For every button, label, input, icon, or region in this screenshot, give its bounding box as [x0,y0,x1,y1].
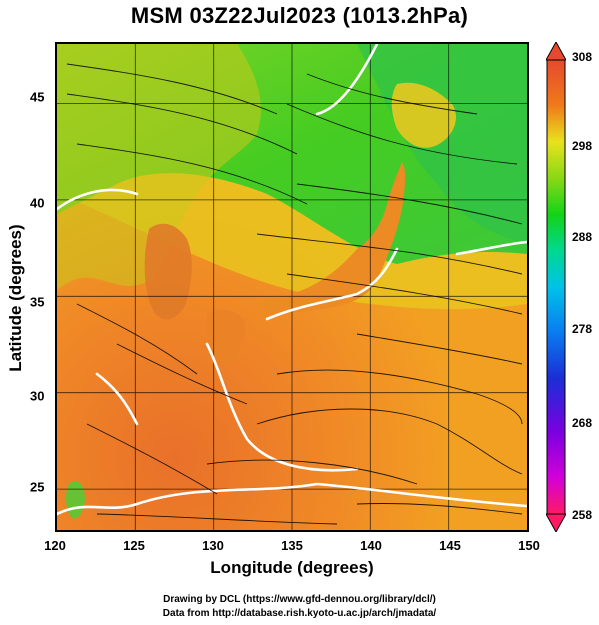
colorbar-scale [546,59,566,515]
x-tick-125: 125 [123,538,145,553]
credit-drawing: Drawing by DCL (https://www.gfd-dennou.o… [163,594,436,605]
colorbar-label-258: 258 [572,508,593,522]
x-axis-label: Longitude (degrees) [210,558,374,577]
grid-lines [57,44,527,530]
hokkaido-island [391,82,456,148]
x-tick-130: 130 [202,538,224,553]
colorbar-label-268: 268 [572,416,593,430]
colorbar-min-arrow [546,513,566,532]
colorbar-label-298: 298 [572,139,593,153]
colorbar-label-308: 308 [572,50,593,64]
y-axis-label: Latitude (degrees) [6,224,25,372]
colorbar-label-278: 278 [572,322,593,336]
x-tick-135: 135 [281,538,303,553]
wind-streamlines [66,63,523,525]
y-tick-30: 30 [30,388,45,404]
y-tick-40: 40 [30,195,45,211]
honshu-island [256,162,406,316]
credit-data: Data from http://database.rish.kyoto-u.a… [162,608,437,619]
x-tick-140: 140 [360,538,382,553]
korean-peninsula [144,223,192,320]
y-tick-25: 25 [30,479,45,495]
map-title: MSM 03Z22Jul2023 (1013.2hPa) [130,3,469,28]
x-tick-145: 145 [439,538,461,553]
continent-land [57,44,261,289]
x-tick-150: 150 [518,538,540,553]
kyushu-island [206,309,246,366]
temperature-contours [57,44,527,516]
colorbar-max-arrow [546,42,566,61]
map-plot-area [55,42,529,532]
colorbar-label-288: 288 [572,230,593,244]
temperature-map [57,44,527,530]
y-tick-35: 35 [30,294,45,310]
y-tick-45: 45 [30,89,45,105]
x-tick-120: 120 [44,538,66,553]
temperature-colorbar [546,42,566,532]
